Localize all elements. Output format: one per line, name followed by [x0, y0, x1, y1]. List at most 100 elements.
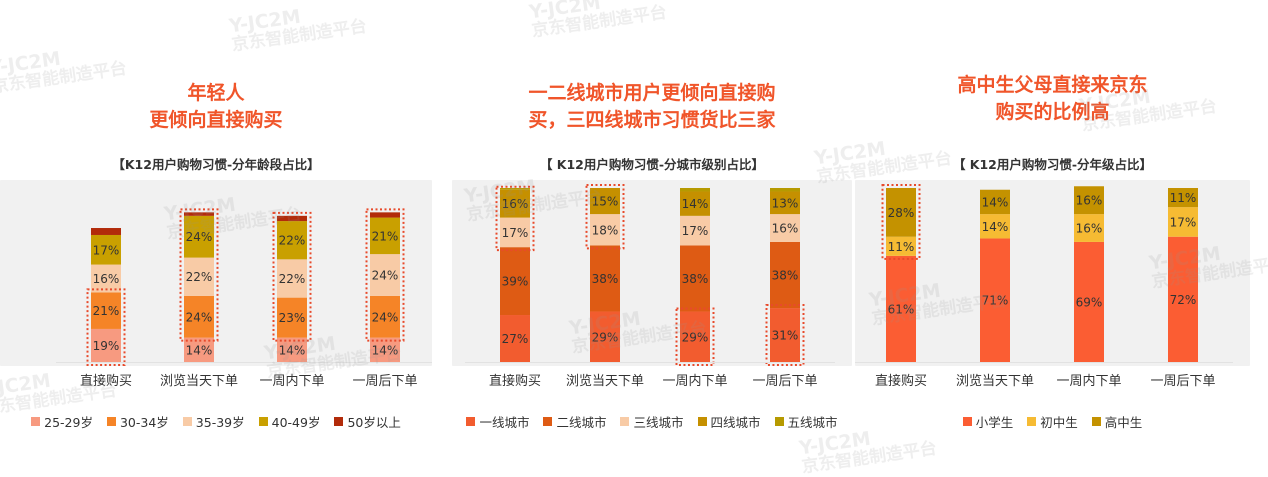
legend-item: 小学生	[962, 412, 1014, 431]
chart-title: 一二线城市用户更倾向直接购 买，三四线城市习惯货比三家	[452, 80, 852, 134]
highlight-box	[675, 307, 715, 367]
bar-segment	[91, 228, 121, 235]
data-label: 24%	[372, 269, 399, 283]
data-label: 16%	[1076, 222, 1103, 236]
data-label: 38%	[682, 272, 709, 286]
highlight-box	[495, 185, 535, 252]
bar-segment	[277, 259, 307, 298]
legend-swatch	[182, 417, 192, 426]
bar-segment	[277, 337, 307, 362]
stacked-bar-chart: 27% 39% 17% 16% 直接购买 29% 38% 18% 15% 浏览当天下单 29% 38%…	[465, 184, 835, 389]
legend-label: 二线城市	[556, 415, 607, 430]
bar-segment	[277, 297, 307, 338]
legend-swatch	[106, 417, 116, 426]
legend-swatch	[334, 417, 344, 426]
highlight-box	[881, 184, 921, 260]
bar-segment	[370, 337, 400, 362]
data-label: 11%	[1170, 191, 1197, 205]
data-label: 14%	[279, 343, 306, 357]
data-label: 13%	[772, 196, 799, 210]
legend-item: 25-29岁	[31, 412, 93, 431]
chart-subtitle: 【 K12用户购物习惯-分年级占比】	[952, 157, 1153, 172]
bar-segment	[500, 189, 530, 218]
bar-segment	[1074, 186, 1104, 215]
category-label: 一周后下单	[352, 374, 417, 389]
bar-segment	[1074, 214, 1104, 242]
data-label: 14%	[682, 197, 709, 211]
data-label: 61%	[888, 302, 915, 316]
legend-swatch	[1091, 417, 1101, 426]
data-label: 24%	[186, 230, 213, 244]
legend-label: 四线城市	[710, 415, 761, 430]
data-label: 24%	[186, 310, 213, 324]
bar-segment	[370, 212, 400, 218]
bar-segment	[1074, 241, 1104, 362]
highlight-box	[179, 208, 219, 342]
category-label: 直接购买	[489, 373, 541, 389]
data-label: 14%	[982, 220, 1009, 234]
bar-segment	[370, 254, 400, 296]
bar-segment	[770, 308, 800, 362]
legend-label: 30-34岁	[119, 415, 169, 430]
data-label: 16%	[502, 197, 529, 211]
bar-segment	[1168, 236, 1198, 362]
chart-title: 高中生父母直接来京东 购买的比例高	[855, 72, 1250, 126]
legend-swatch	[258, 417, 268, 426]
bar-segment	[184, 215, 214, 258]
data-label: 23%	[279, 311, 306, 325]
bar-segment	[886, 255, 916, 362]
data-label: 38%	[772, 269, 799, 283]
legend-item: 40-49岁	[258, 412, 321, 431]
bar-segment	[770, 241, 800, 309]
data-label: 14%	[372, 343, 399, 357]
legend-item: 35-39岁	[182, 412, 245, 431]
data-label: 72%	[1170, 293, 1197, 307]
legend-label: 小学生	[975, 415, 1014, 430]
chart-title-line-1: 年轻人	[187, 82, 245, 104]
bar-segment	[980, 189, 1010, 215]
data-label: 14%	[982, 195, 1009, 209]
legend-label: 35-39岁	[195, 415, 245, 430]
legend-swatch	[962, 417, 972, 426]
category-label: 一周后下单	[1150, 374, 1215, 389]
legend-label: 高中生	[1104, 415, 1143, 430]
legend-swatch	[543, 417, 553, 426]
category-label: 直接购买	[80, 373, 132, 389]
bar-segment	[184, 257, 214, 296]
legend-swatch	[1027, 417, 1037, 426]
legend-label: 三线城市	[633, 415, 684, 430]
category-label: 一周内下单	[1056, 373, 1121, 389]
legend-item: 一线城市	[466, 412, 529, 431]
bar-segment	[370, 295, 400, 338]
data-label: 16%	[1076, 194, 1103, 208]
legend-item: 30-34岁	[106, 412, 169, 431]
highlight-box	[765, 304, 805, 366]
data-label: 14%	[186, 343, 213, 357]
category-label: 一周内下单	[259, 373, 324, 389]
legend-item: 四线城市	[697, 412, 761, 431]
bar-segment	[590, 311, 620, 362]
data-label: 22%	[279, 234, 306, 248]
category-label: 浏览当天下单	[160, 373, 238, 389]
bar-segment	[590, 188, 620, 215]
data-label: 27%	[502, 332, 529, 346]
legend-label: 25-29岁	[44, 415, 93, 430]
data-label: 71%	[982, 294, 1009, 308]
data-label: 16%	[772, 222, 799, 236]
legend-swatch	[697, 417, 707, 426]
plot-area-background	[0, 180, 432, 366]
bar-segment	[590, 214, 620, 246]
highlight-box	[272, 211, 312, 342]
data-label: 16%	[93, 272, 120, 286]
legend-item: 二线城市	[543, 412, 606, 431]
bar-segment	[91, 328, 121, 362]
highlight-box	[585, 184, 625, 250]
bar-segment	[680, 311, 710, 362]
stacked-bar-chart: 19% 21% 16% 17% 直接购买 14% 24% 22% 24% 浏览当天下单 14% 23%…	[56, 208, 432, 389]
bar-segment	[590, 245, 620, 312]
category-label: 一周内下单	[662, 373, 727, 389]
legend-label: 40-49岁	[271, 415, 321, 430]
chart-title-line-2: 更倾向直接购买	[149, 109, 283, 131]
category-label: 直接购买	[875, 373, 927, 389]
chart-legend: 小学生 初中生 高中生	[855, 412, 1250, 431]
